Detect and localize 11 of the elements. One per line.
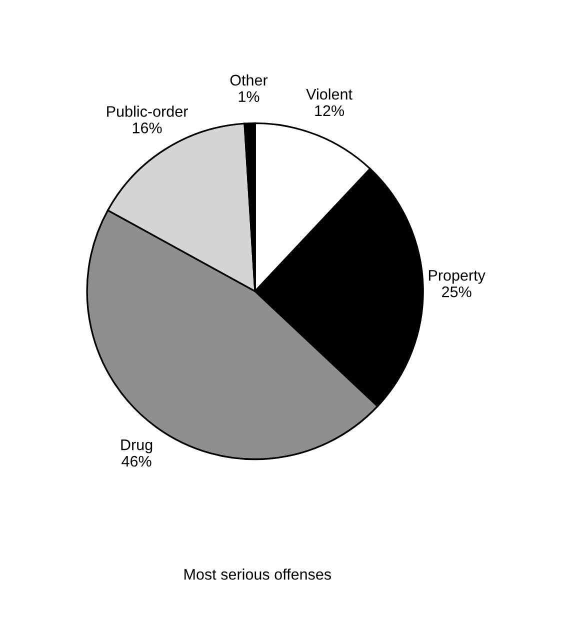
slice-label: Public-order: [107, 106, 188, 117]
data-label: 46%: [122, 456, 152, 467]
data-label: 1%: [238, 91, 260, 102]
text: Most serious offenses: [184, 568, 332, 580]
slice-label: Property: [428, 270, 486, 284]
data-label: 16%: [132, 122, 162, 134]
slice-label: Other: [230, 74, 268, 86]
data-label: 12%: [315, 105, 344, 116]
slice-label: Drug: [121, 440, 152, 454]
slice-label: Violent: [306, 88, 352, 100]
data-label: 25%: [442, 286, 472, 298]
